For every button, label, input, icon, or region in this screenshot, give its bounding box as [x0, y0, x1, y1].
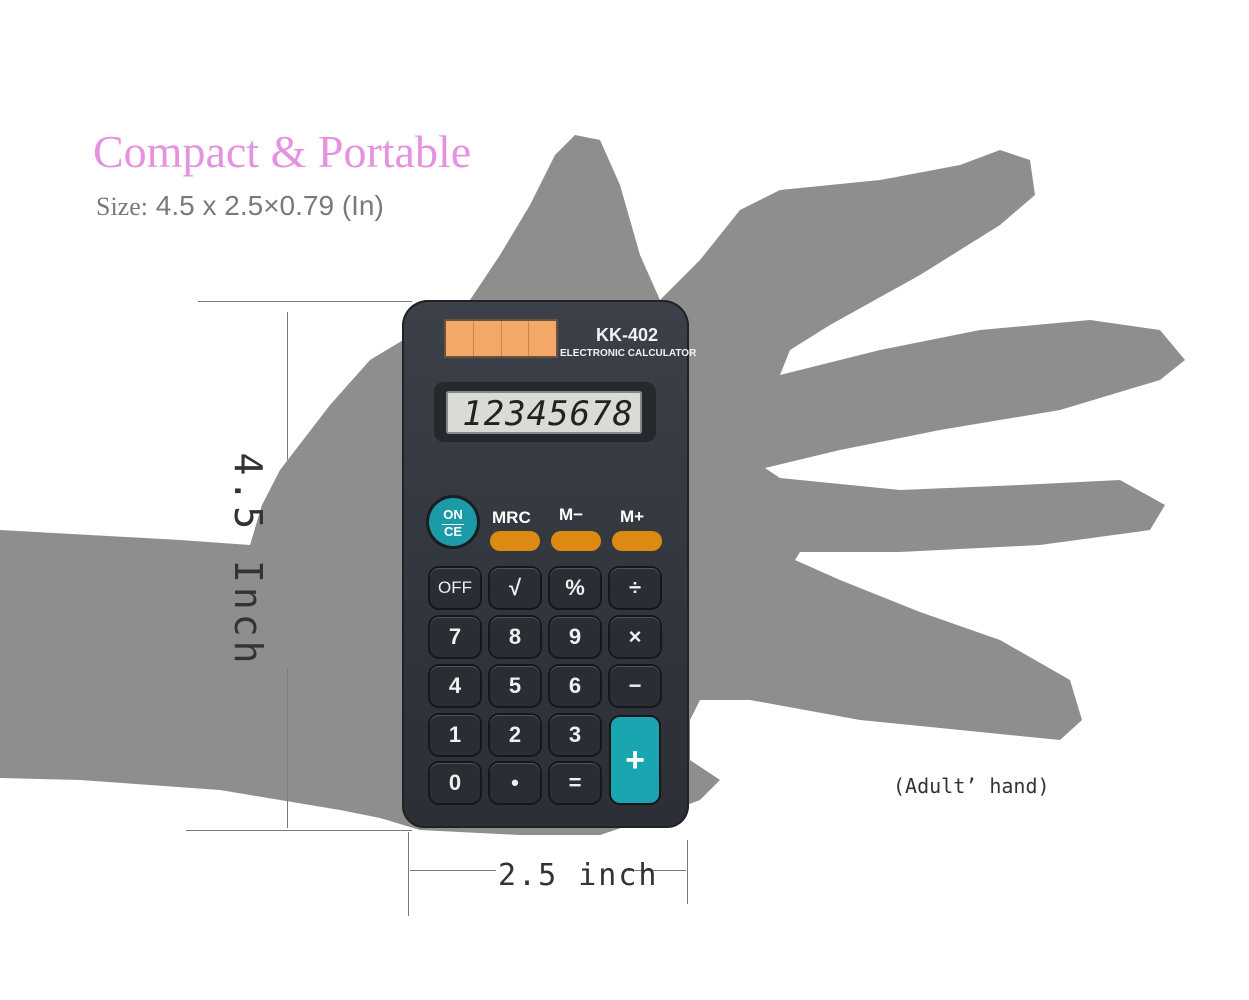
- m-plus-button[interactable]: [612, 531, 662, 551]
- size-value: 4.5 x 2.5×0.79 (In): [155, 190, 384, 221]
- width-right-tick: [687, 840, 688, 904]
- equals-button[interactable]: =: [550, 763, 600, 803]
- key-1[interactable]: 1: [430, 715, 480, 755]
- m-minus-label: M−: [559, 505, 584, 524]
- multiply-button[interactable]: ×: [610, 617, 660, 657]
- divide-button[interactable]: ÷: [610, 568, 660, 608]
- height-axis-upper: [287, 312, 288, 460]
- sqrt-button[interactable]: √: [490, 568, 540, 608]
- on-label: ON: [443, 507, 463, 522]
- key-6[interactable]: 6: [550, 666, 600, 706]
- adult-hand-caption: (Adult’ hand): [893, 774, 1050, 798]
- height-dimension-label: 4.5 Inch: [226, 452, 270, 668]
- decimal-button[interactable]: •: [490, 763, 540, 803]
- lcd-readout: 12345678: [462, 394, 634, 434]
- height-top-line: [198, 301, 412, 302]
- mrc-label: MRC: [492, 508, 531, 527]
- size-label: Size:: [96, 192, 148, 221]
- key-4[interactable]: 4: [430, 666, 480, 706]
- key-9[interactable]: 9: [550, 617, 600, 657]
- width-dimension-label: 2.5 inch: [498, 858, 659, 893]
- width-axis-left: [410, 870, 496, 871]
- height-axis-lower: [287, 668, 288, 828]
- key-7[interactable]: 7: [430, 617, 480, 657]
- ce-label: CE: [442, 524, 464, 539]
- width-left-tick: [408, 832, 409, 916]
- size-spec: Size: 4.5 x 2.5×0.79 (In): [96, 190, 384, 222]
- headline-title: Compact & Portable: [93, 126, 472, 177]
- width-axis-right: [628, 870, 686, 871]
- height-bottom-line: [186, 830, 412, 831]
- percent-button[interactable]: %: [550, 568, 600, 608]
- m-plus-label: M+: [620, 507, 645, 526]
- key-2[interactable]: 2: [490, 715, 540, 755]
- minus-button[interactable]: −: [610, 666, 660, 706]
- calculator-subtitle: ELECTRONIC CALCULATOR: [560, 348, 697, 359]
- calculator: KK-402 ELECTRONIC CALCULATOR 12345678 ON…: [402, 300, 696, 828]
- key-0[interactable]: 0: [430, 763, 480, 803]
- key-5[interactable]: 5: [490, 666, 540, 706]
- lcd-screen: [446, 391, 642, 434]
- plus-button[interactable]: +: [611, 717, 659, 803]
- off-button[interactable]: OFF: [430, 568, 480, 608]
- m-minus-button[interactable]: [551, 531, 601, 551]
- calculator-model: KK-402: [596, 325, 659, 345]
- key-3[interactable]: 3: [550, 715, 600, 755]
- solar-panel: [444, 319, 558, 358]
- key-8[interactable]: 8: [490, 617, 540, 657]
- on-ce-button[interactable]: ON CE: [429, 498, 477, 546]
- mrc-button[interactable]: [490, 531, 540, 551]
